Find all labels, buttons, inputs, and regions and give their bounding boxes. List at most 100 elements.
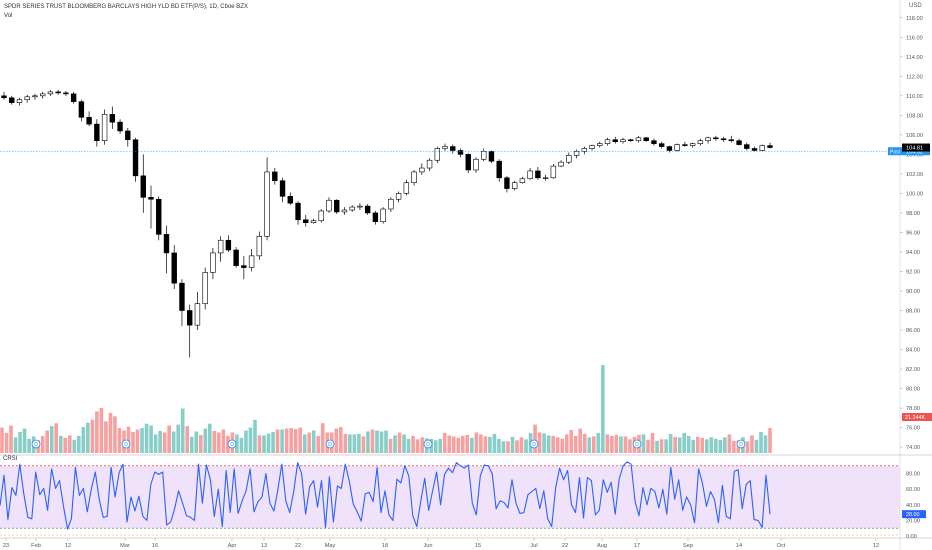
- price-tick-label: 102.00: [906, 172, 923, 178]
- volume-bar: [655, 440, 659, 453]
- volume-bar: [546, 435, 551, 453]
- candle-body: [86, 116, 92, 125]
- volume-bar: [668, 433, 673, 453]
- price-tick-label: 74.00: [906, 445, 920, 451]
- volume-bar: [63, 437, 68, 453]
- volume-bar: [307, 432, 312, 453]
- candle-body: [163, 234, 170, 254]
- time-tick-label: 18: [382, 543, 388, 549]
- volume-bar: [727, 434, 732, 453]
- candle-body: [125, 130, 131, 141]
- time-tick-label: 14: [736, 543, 742, 549]
- candle-body: [94, 123, 100, 142]
- candle-body: [566, 155, 572, 163]
- volume-bar: [203, 428, 208, 453]
- price-tick-label: 82.00: [906, 367, 920, 373]
- candle-body: [171, 252, 177, 284]
- price-tick-label: 104.00: [906, 152, 923, 158]
- volume-bar: [628, 439, 632, 453]
- volume-bar: [257, 435, 262, 453]
- volume-bar: [104, 421, 108, 453]
- volume-bar: [470, 437, 474, 453]
- candle-body: [303, 219, 309, 223]
- volume-bar: [208, 423, 212, 453]
- volume-bar: [293, 429, 298, 453]
- candle-body: [519, 178, 526, 183]
- symbol-title[interactable]: SPDR SERIES TRUST BLOOMBERG BARCLAYS HIG…: [4, 4, 248, 10]
- crsi-tick-label: 40.00: [906, 503, 920, 509]
- crsi-legend[interactable]: CRSI: [3, 456, 18, 462]
- time-tick-label: 17: [634, 543, 640, 549]
- crsi-line: [0, 461, 771, 530]
- volume-bar: [596, 432, 601, 453]
- volume-bar: [506, 441, 510, 453]
- candle-body: [535, 170, 541, 179]
- candle-body: [442, 146, 448, 149]
- candle-body: [241, 265, 247, 268]
- time-tick-label: May: [325, 543, 336, 549]
- candle-body: [488, 151, 495, 162]
- vol-legend[interactable]: Vol: [4, 13, 13, 19]
- volume-bar: [551, 435, 555, 453]
- volume-bar: [664, 439, 668, 453]
- volume-bar: [348, 434, 352, 453]
- candle-body: [635, 137, 642, 142]
- time-tick-label: 22: [295, 543, 301, 549]
- volume-bar: [90, 419, 95, 453]
- volume-bar: [587, 437, 592, 453]
- candle-body: [620, 139, 626, 142]
- volume-bar: [212, 431, 217, 453]
- volume-bar: [198, 434, 203, 453]
- time-tick-label: 12: [65, 543, 71, 549]
- candle-body: [24, 96, 30, 101]
- volume-bar: [686, 435, 691, 453]
- candle-body: [388, 198, 394, 210]
- candle-body: [186, 310, 193, 326]
- candle-body: [720, 138, 727, 141]
- candle-body: [140, 175, 146, 198]
- price-tick-label: 100.00: [906, 191, 923, 197]
- volume-bar: [108, 412, 113, 453]
- volume-bar: [126, 426, 131, 453]
- volume-bar: [555, 437, 560, 453]
- dividend-marker-icon: [325, 439, 335, 449]
- volume-bar: [560, 438, 564, 453]
- candle-body: [341, 209, 348, 213]
- volume-bar: [695, 436, 700, 453]
- volume-bar: [140, 428, 144, 453]
- price-tick-label: 98.00: [906, 211, 920, 217]
- volume-bar: [492, 433, 497, 453]
- chart-header: SPDR SERIES TRUST BLOOMBERG BARCLAYS HIG…: [4, 3, 248, 21]
- price-tick-label: 118.00: [906, 16, 923, 22]
- candlesticks: [1, 89, 773, 358]
- candle-body: [550, 165, 557, 179]
- volume-bar: [217, 432, 221, 453]
- volume-bar: [713, 438, 718, 453]
- volume-bar: [113, 416, 117, 453]
- candle-body: [318, 210, 324, 222]
- crsi-pane: [0, 461, 900, 536]
- price-tick-label: 114.00: [906, 55, 923, 61]
- volume-bar: [691, 439, 696, 453]
- candle-body: [666, 146, 673, 151]
- candle-body: [612, 139, 618, 142]
- volume-bar: [397, 432, 402, 453]
- candle-body: [101, 114, 108, 142]
- dividend-marker-label: D: [34, 442, 38, 448]
- volume-bar: [158, 431, 162, 453]
- candle-body: [542, 177, 549, 179]
- volume-bar: [221, 429, 226, 453]
- volume-bar: [185, 426, 190, 453]
- dividend-marker-label: D: [739, 442, 743, 448]
- volume-bar: [339, 427, 343, 453]
- candle-body: [426, 159, 433, 169]
- volume-bar: [67, 435, 72, 453]
- volume-bar: [402, 434, 406, 453]
- volume-bar: [623, 436, 628, 453]
- volume-bar: [709, 437, 714, 453]
- volume-bar: [244, 430, 248, 453]
- candle-body: [597, 143, 603, 146]
- volume-bar: [366, 431, 370, 453]
- price-tick-label: 108.00: [906, 113, 923, 119]
